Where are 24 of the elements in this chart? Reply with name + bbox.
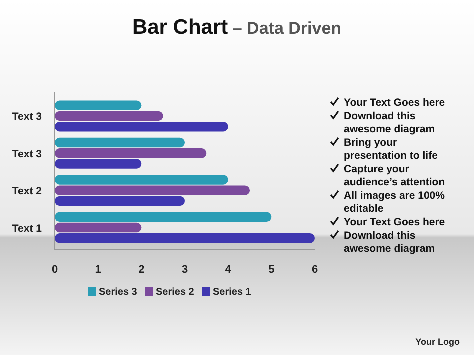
- legend-label: Series 3: [99, 287, 138, 298]
- x-tick-label: 0: [52, 264, 58, 276]
- x-tick-label: 5: [268, 264, 275, 276]
- text: Your Logo: [416, 337, 460, 347]
- text: Download this awesome diagram: [344, 230, 436, 255]
- y-tick-label: Text 3: [12, 148, 42, 160]
- chart-subtitle: – Data Driven: [228, 19, 342, 38]
- legend-label: Series 1: [213, 287, 252, 298]
- text: Your Text Goes here: [344, 216, 446, 228]
- text: Download this awesome diagram: [344, 110, 436, 136]
- text: Bring your presentation to life: [344, 137, 438, 162]
- text: Your Text Goes here: [344, 97, 446, 109]
- x-tick-label: 2: [138, 264, 145, 276]
- legend-label: Series 2: [156, 287, 195, 298]
- y-tick-label: Text 3: [12, 111, 42, 124]
- text: All images are 100% editable: [344, 190, 446, 215]
- x-tick-label: 4: [225, 264, 232, 276]
- x-tick-label: 6: [312, 264, 318, 276]
- chart-title: Bar Chart: [132, 16, 228, 39]
- x-tick-label: 1: [95, 264, 102, 276]
- y-tick-label: Text 2: [12, 186, 42, 198]
- x-tick-label: 3: [182, 264, 188, 276]
- y-tick-label: Text 1: [12, 222, 42, 235]
- text: Capture your audience’s attention: [344, 164, 446, 188]
